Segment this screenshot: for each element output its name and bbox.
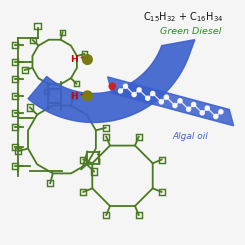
Circle shape bbox=[118, 89, 122, 93]
Bar bbox=[48, 89, 61, 102]
Bar bbox=[103, 134, 109, 140]
Circle shape bbox=[178, 99, 182, 103]
Circle shape bbox=[164, 95, 169, 99]
Bar bbox=[87, 152, 99, 164]
Bar bbox=[74, 81, 79, 86]
Bar bbox=[47, 180, 53, 186]
Bar bbox=[12, 59, 18, 65]
Bar bbox=[12, 163, 18, 169]
Text: C$_{15}$H$_{32}$ + C$_{16}$H$_{34}$: C$_{15}$H$_{32}$ + C$_{16}$H$_{34}$ bbox=[143, 10, 223, 24]
Bar bbox=[27, 104, 33, 110]
Circle shape bbox=[219, 110, 223, 114]
Bar bbox=[159, 157, 165, 163]
Bar bbox=[12, 76, 18, 82]
Circle shape bbox=[83, 55, 92, 64]
Circle shape bbox=[109, 83, 115, 89]
Circle shape bbox=[83, 91, 92, 101]
Bar bbox=[82, 51, 87, 57]
Bar bbox=[159, 189, 165, 195]
Text: H$^+$: H$^+$ bbox=[70, 54, 86, 65]
Polygon shape bbox=[108, 77, 234, 126]
Bar bbox=[136, 212, 142, 218]
Bar bbox=[60, 30, 65, 35]
Text: H$^+$: H$^+$ bbox=[70, 90, 86, 102]
Circle shape bbox=[132, 93, 136, 97]
Circle shape bbox=[192, 102, 196, 107]
Bar bbox=[12, 124, 18, 131]
Bar bbox=[44, 89, 49, 94]
Circle shape bbox=[123, 84, 128, 88]
Circle shape bbox=[205, 106, 209, 110]
Bar bbox=[15, 148, 21, 154]
Circle shape bbox=[186, 107, 191, 111]
Circle shape bbox=[214, 114, 218, 119]
Bar bbox=[12, 110, 18, 116]
Circle shape bbox=[200, 111, 204, 115]
Bar bbox=[91, 168, 97, 175]
Bar bbox=[71, 93, 77, 99]
Bar bbox=[12, 144, 18, 150]
Bar bbox=[12, 42, 18, 48]
Circle shape bbox=[151, 91, 155, 96]
Bar bbox=[22, 67, 28, 73]
Text: Green Diesel: Green Diesel bbox=[160, 27, 221, 36]
Bar bbox=[103, 125, 109, 131]
Bar bbox=[80, 157, 86, 163]
Bar bbox=[34, 23, 41, 29]
Bar bbox=[12, 93, 18, 99]
Text: Algal oil: Algal oil bbox=[172, 132, 208, 141]
Bar bbox=[80, 189, 86, 195]
Circle shape bbox=[173, 103, 177, 108]
Circle shape bbox=[137, 88, 141, 92]
Bar bbox=[103, 212, 109, 218]
Circle shape bbox=[159, 100, 163, 104]
Bar bbox=[30, 37, 36, 43]
Bar bbox=[136, 134, 142, 140]
Polygon shape bbox=[28, 40, 195, 122]
Circle shape bbox=[146, 96, 150, 100]
